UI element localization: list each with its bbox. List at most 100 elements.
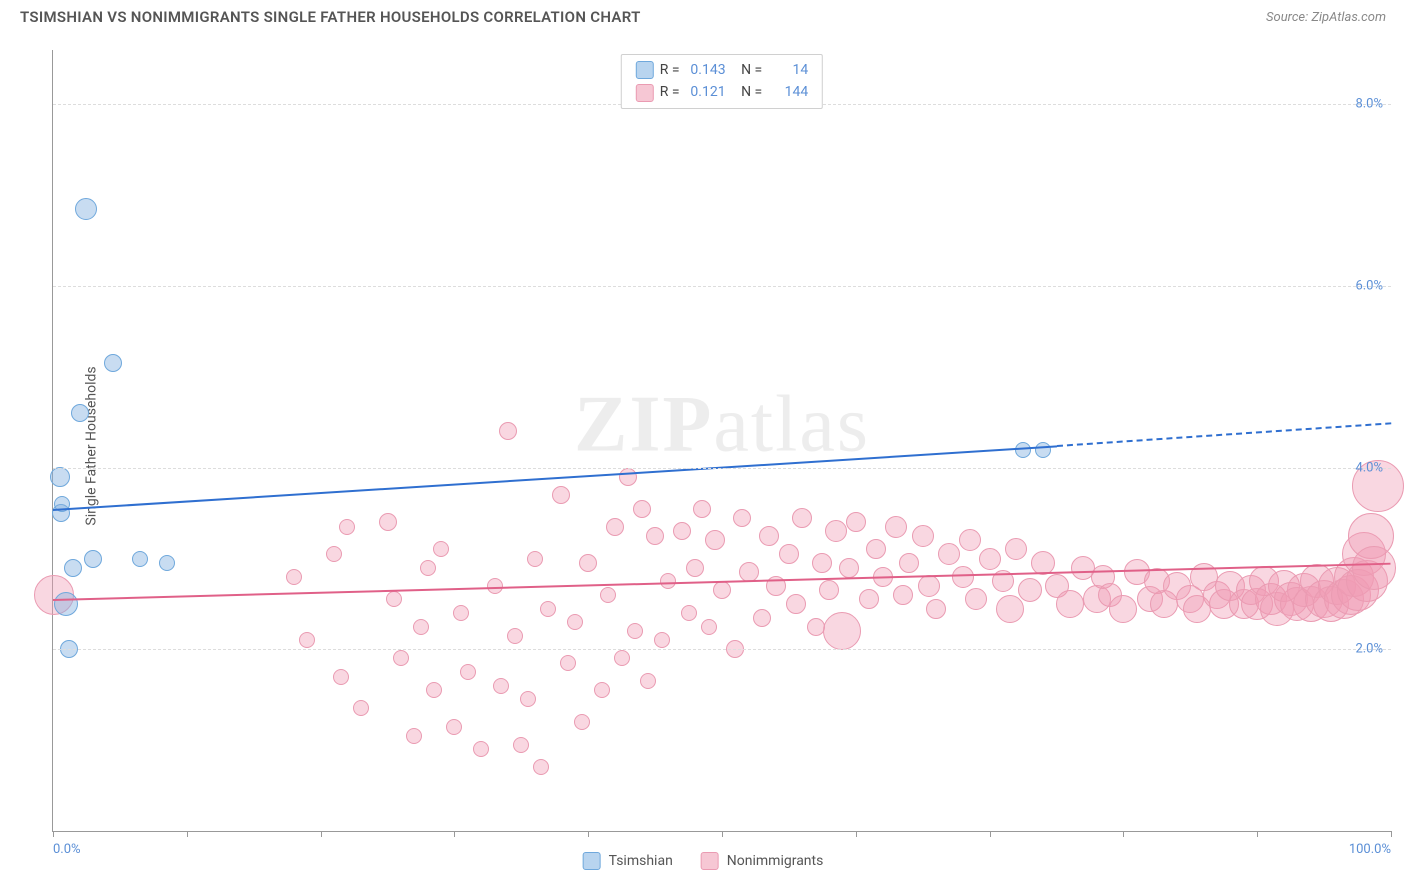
series-b-point (627, 623, 643, 639)
gridline (53, 468, 1391, 469)
series-b-point (1005, 538, 1027, 560)
series-b-point (600, 587, 616, 603)
source-attribution: Source: ZipAtlas.com (1266, 10, 1386, 25)
x-tick (1257, 831, 1258, 837)
series-a-point (84, 550, 102, 568)
x-tick (1391, 831, 1392, 837)
series-b-point (959, 529, 981, 551)
legend-item-series-b: Nonimmigrants (701, 852, 824, 870)
series-b-point (912, 525, 934, 547)
series-a-point (104, 354, 122, 372)
swatch-series-b (636, 84, 654, 102)
r-label-a: R = (660, 59, 680, 81)
x-tick (722, 831, 723, 837)
series-b-point (859, 589, 879, 609)
n-label-b: N = (741, 81, 762, 103)
series-b-point (286, 569, 302, 585)
series-b-point (654, 632, 670, 648)
series-b-point (792, 508, 812, 528)
y-tick-label: 8.0% (1355, 97, 1383, 112)
gridline (53, 649, 1391, 650)
series-b-point (446, 719, 462, 735)
series-b-point (533, 759, 549, 775)
series-b-point (520, 691, 536, 707)
series-b-point (646, 527, 664, 545)
series-b-point (433, 541, 449, 557)
x-tick (1123, 831, 1124, 837)
y-tick-label: 4.0% (1355, 460, 1383, 475)
series-a-point (1035, 442, 1051, 458)
series-a-name: Tsimshian (609, 853, 673, 869)
series-b-name: Nonimmigrants (727, 853, 824, 869)
series-b-point (527, 551, 543, 567)
series-b-point (779, 544, 799, 564)
series-b-point (353, 700, 369, 716)
series-b-point (326, 546, 342, 562)
x-tick (588, 831, 589, 837)
series-b-point (386, 591, 402, 607)
series-b-point (640, 673, 656, 689)
series-b-point (812, 553, 832, 573)
series-b-point (552, 486, 570, 504)
r-label-b: R = (660, 81, 680, 103)
series-b-point (453, 605, 469, 621)
series-b-point (507, 628, 523, 644)
series-b-point (499, 422, 517, 440)
series-b-point (560, 655, 576, 671)
series-a-point (71, 404, 89, 422)
header: TSIMSHIAN VS NONIMMIGRANTS SINGLE FATHER… (0, 0, 1406, 34)
series-b-point (825, 520, 847, 542)
series-b-point (574, 714, 590, 730)
chart-title: TSIMSHIAN VS NONIMMIGRANTS SINGLE FATHER… (20, 8, 641, 26)
series-b-point (686, 559, 704, 577)
series-b-point (614, 650, 630, 666)
series-b-point (713, 581, 731, 599)
series-b-point (693, 500, 711, 518)
swatch-series-b-icon (701, 852, 719, 870)
series-b-point (487, 578, 503, 594)
x-tick (856, 831, 857, 837)
series-b-point (885, 516, 907, 538)
series-a-point (64, 559, 82, 577)
legend-item-series-a: Tsimshian (583, 852, 673, 870)
series-a-point (50, 467, 70, 487)
series-b-point (1352, 546, 1396, 590)
series-b-point (681, 605, 697, 621)
series-b-point (460, 664, 476, 680)
y-tick-label: 2.0% (1355, 642, 1383, 657)
series-b-point (673, 522, 691, 540)
series-b-point (1056, 590, 1084, 618)
series-b-point (379, 513, 397, 531)
legend-row-series-b: R = 0.121 N = 144 (636, 81, 808, 103)
series-b-point (493, 678, 509, 694)
x-tick (454, 831, 455, 837)
series-b-point (819, 580, 839, 600)
series-b-point (938, 543, 960, 565)
series-b-point (733, 509, 751, 527)
series-b-point (899, 553, 919, 573)
series-b-point (753, 609, 771, 627)
gridline (53, 286, 1391, 287)
series-b-point (420, 560, 436, 576)
series-b-point (786, 594, 806, 614)
trendline-series-a-extrapolation (1056, 422, 1391, 447)
n-label-a: N = (741, 59, 762, 81)
series-b-point (846, 512, 866, 532)
x-tick (187, 831, 188, 837)
series-b-point (918, 575, 940, 597)
series-b-point (996, 595, 1024, 623)
swatch-series-a-icon (583, 852, 601, 870)
n-value-b: 144 (768, 81, 808, 103)
series-a-point (132, 551, 148, 567)
series-b-point (979, 548, 1001, 570)
series-b-point (807, 618, 825, 636)
series-b-point (965, 588, 987, 610)
r-value-a: 0.143 (686, 59, 726, 81)
series-b-point (594, 682, 610, 698)
y-tick-label: 6.0% (1355, 279, 1383, 294)
series-b-point (839, 558, 859, 578)
x-tick-label-max: 100.0% (1349, 842, 1391, 857)
x-tick-label-min: 0.0% (53, 842, 81, 857)
series-b-point (473, 741, 489, 757)
r-value-b: 0.121 (686, 81, 726, 103)
